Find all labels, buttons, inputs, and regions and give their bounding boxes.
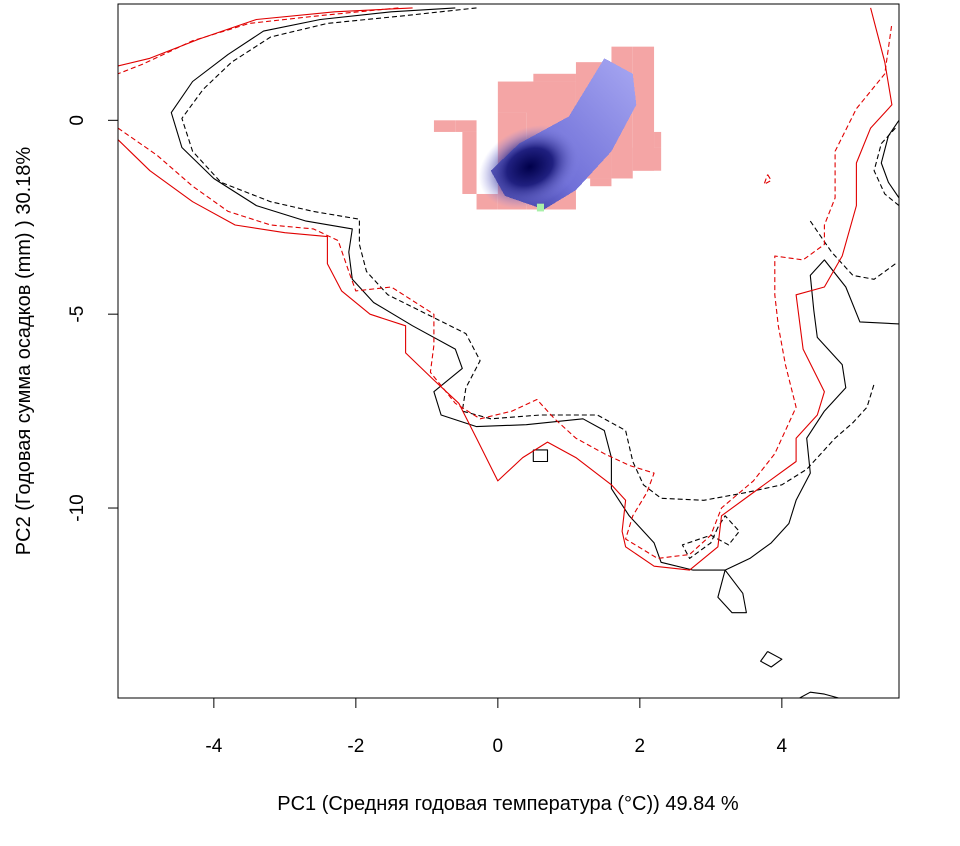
contour-red-solid-12 [118,7,893,571]
x-axis-title: PC1 (Средняя годовая температура (°C)) 4… [277,793,739,815]
y-axis-title: PC2 (Годовая сумма осадков (mm) ) 30.18% [13,147,35,556]
contour-black-solid-8 [799,691,839,698]
raster-cell-pink-14 [654,131,662,148]
x-tick-label: -2 [347,736,364,757]
x-tick-label: 2 [635,736,646,757]
contour-black-dashed-3 [873,127,899,207]
density-raster [433,46,662,212]
y-tick-label: 0 [67,115,88,126]
contour-red-dashed-13 [118,23,893,559]
contour-red-solid-10 [118,7,413,67]
raster-cell-pink-13 [590,178,612,187]
contour-black-solid-7 [760,651,783,668]
raster-cell-pink-3 [462,131,477,194]
contour-black-solid-6 [717,569,747,614]
raster-cell-pink-2 [455,120,477,132]
y-tick-label: -10 [67,494,88,521]
contour-black-dashed-1 [181,7,875,501]
x-tick-label: 0 [493,736,504,757]
raster-cell-pink-0 [433,120,456,132]
plot-area [118,7,899,698]
x-tick-label: -4 [205,736,222,757]
raster-cell-green [536,203,544,212]
density-core [478,125,581,209]
raster-cell-pink-8 [533,73,576,82]
axes: -4 -2 0 2 4 0 -5 -10 [67,115,788,757]
x-tick-label: 4 [777,736,788,757]
contour-lines [118,7,899,698]
contour-red-dashed-11 [118,7,399,75]
raster-cell-pink-11 [632,46,655,171]
y-axis: 0 -5 -10 [67,115,119,522]
contour-black-solid-4 [880,119,899,199]
raster-cell-pink-12 [632,147,662,171]
contour-black-dashed-2 [809,220,896,280]
x-axis: -4 -2 0 2 4 [205,697,788,757]
contour-black-solid-9 [532,449,549,463]
y-tick-label: -5 [67,306,88,323]
contour-black-solid-0 [170,7,899,571]
contour-red-dashed-14 [763,174,772,185]
